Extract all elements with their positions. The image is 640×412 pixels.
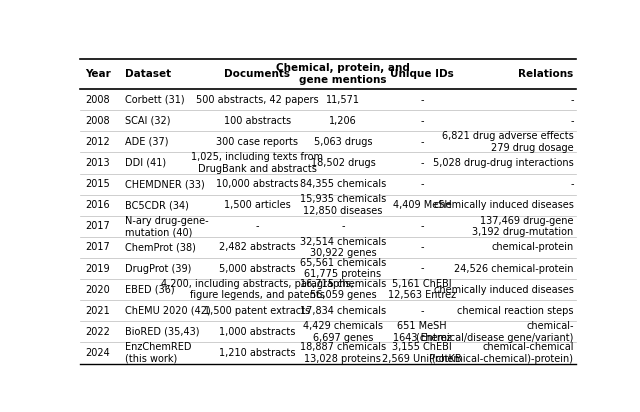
Text: chemical-
(chemical/disease gene/variant): chemical- (chemical/disease gene/variant… (416, 321, 573, 343)
Text: 300 case reports: 300 case reports (216, 137, 298, 147)
Text: 2012: 2012 (85, 137, 109, 147)
Text: 5,063 drugs: 5,063 drugs (314, 137, 372, 147)
Text: 2020: 2020 (85, 285, 109, 295)
Text: -: - (420, 264, 424, 274)
Text: Documents: Documents (225, 69, 291, 79)
Text: -: - (420, 158, 424, 168)
Text: chemical-chemical
((chemical-chemical)-protein): chemical-chemical ((chemical-chemical)-p… (429, 342, 573, 364)
Text: 1,206: 1,206 (329, 116, 356, 126)
Text: 4,200, including abstracts, paragraphs,
figure legends, and patents: 4,200, including abstracts, paragraphs, … (161, 279, 354, 300)
Text: 2022: 2022 (85, 327, 110, 337)
Text: 16,715 chemicals
56,059 genes: 16,715 chemicals 56,059 genes (300, 279, 386, 300)
Text: 17,834 chemicals: 17,834 chemicals (300, 306, 386, 316)
Text: 18,887 chemicals
13,028 proteins: 18,887 chemicals 13,028 proteins (300, 342, 386, 364)
Text: Dataset: Dataset (125, 69, 171, 79)
Text: 1,025, including texts from
DrugBank and abstracts: 1,025, including texts from DrugBank and… (191, 152, 323, 174)
Text: 32,514 chemicals
30,922 genes: 32,514 chemicals 30,922 genes (300, 236, 386, 258)
Text: 11,571: 11,571 (326, 95, 360, 105)
Text: 5,028 drug-drug interactions: 5,028 drug-drug interactions (433, 158, 573, 168)
Text: 2008: 2008 (85, 95, 109, 105)
Text: 2017: 2017 (85, 242, 109, 253)
Text: CHEMDNER (33): CHEMDNER (33) (125, 179, 204, 189)
Text: 2024: 2024 (85, 348, 109, 358)
Text: chemically induced diseases: chemically induced diseases (434, 285, 573, 295)
Text: 4,409 MeSH: 4,409 MeSH (393, 200, 452, 210)
Text: chemical reaction steps: chemical reaction steps (457, 306, 573, 316)
Text: 2017: 2017 (85, 221, 109, 231)
Text: 2019: 2019 (85, 264, 109, 274)
Text: 65,561 chemicals
61,775 proteins: 65,561 chemicals 61,775 proteins (300, 258, 386, 279)
Text: 100 abstracts: 100 abstracts (224, 116, 291, 126)
Text: ChemProt (38): ChemProt (38) (125, 242, 195, 253)
Text: 5,161 ChEBI
12,563 Entrez: 5,161 ChEBI 12,563 Entrez (388, 279, 456, 300)
Text: 1,000 abstracts: 1,000 abstracts (219, 327, 296, 337)
Text: 1,210 abstracts: 1,210 abstracts (219, 348, 296, 358)
Text: 2021: 2021 (85, 306, 109, 316)
Text: chemical-protein: chemical-protein (492, 242, 573, 253)
Text: Year: Year (85, 69, 111, 79)
Text: 2008: 2008 (85, 116, 109, 126)
Text: Relations: Relations (518, 69, 573, 79)
Text: 3,155 ChEBI
2,569 UniProtKB: 3,155 ChEBI 2,569 UniProtKB (383, 342, 462, 364)
Text: -: - (570, 179, 573, 189)
Text: SCAI (32): SCAI (32) (125, 116, 170, 126)
Text: Corbett (31): Corbett (31) (125, 95, 184, 105)
Text: -: - (420, 242, 424, 253)
Text: BioRED (35,43): BioRED (35,43) (125, 327, 199, 337)
Text: 18,502 drugs: 18,502 drugs (310, 158, 375, 168)
Text: -: - (420, 306, 424, 316)
Text: 137,469 drug-gene
3,192 drug-mutation: 137,469 drug-gene 3,192 drug-mutation (472, 215, 573, 237)
Text: ADE (37): ADE (37) (125, 137, 168, 147)
Text: -: - (420, 116, 424, 126)
Text: EBED (36): EBED (36) (125, 285, 174, 295)
Text: 500 abstracts, 42 papers: 500 abstracts, 42 papers (196, 95, 319, 105)
Text: 651 MeSH
1643 Entrez: 651 MeSH 1643 Entrez (393, 321, 452, 343)
Text: 1,500 articles: 1,500 articles (224, 200, 291, 210)
Text: -: - (570, 116, 573, 126)
Text: 4,429 chemicals
6,697 genes: 4,429 chemicals 6,697 genes (303, 321, 383, 343)
Text: N-ary drug-gene-
mutation (40): N-ary drug-gene- mutation (40) (125, 215, 208, 237)
Text: 1,500 patent extracts: 1,500 patent extracts (204, 306, 310, 316)
Text: -: - (420, 137, 424, 147)
Text: ChEMU 2020 (42): ChEMU 2020 (42) (125, 306, 211, 316)
Text: 6,821 drug adverse effects
279 drug dosage: 6,821 drug adverse effects 279 drug dosa… (442, 131, 573, 153)
Text: EnzChemRED
(this work): EnzChemRED (this work) (125, 342, 191, 364)
Text: -: - (420, 95, 424, 105)
Text: 2015: 2015 (85, 179, 109, 189)
Text: 2,482 abstracts: 2,482 abstracts (219, 242, 296, 253)
Text: -: - (341, 221, 344, 231)
Text: DDI (41): DDI (41) (125, 158, 166, 168)
Text: -: - (420, 179, 424, 189)
Text: 2013: 2013 (85, 158, 109, 168)
Text: DrugProt (39): DrugProt (39) (125, 264, 191, 274)
Text: -: - (420, 221, 424, 231)
Text: -: - (255, 221, 259, 231)
Text: 24,526 chemical-protein: 24,526 chemical-protein (454, 264, 573, 274)
Text: Chemical, protein, and
gene mentions: Chemical, protein, and gene mentions (276, 63, 410, 85)
Text: chemically induced diseases: chemically induced diseases (434, 200, 573, 210)
Text: 5,000 abstracts: 5,000 abstracts (219, 264, 296, 274)
Text: 84,355 chemicals: 84,355 chemicals (300, 179, 386, 189)
Text: BC5CDR (34): BC5CDR (34) (125, 200, 189, 210)
Text: 2016: 2016 (85, 200, 109, 210)
Text: Unique IDs: Unique IDs (390, 69, 454, 79)
Text: 10,000 abstracts: 10,000 abstracts (216, 179, 299, 189)
Text: 15,935 chemicals
12,850 diseases: 15,935 chemicals 12,850 diseases (300, 194, 386, 216)
Text: -: - (570, 95, 573, 105)
